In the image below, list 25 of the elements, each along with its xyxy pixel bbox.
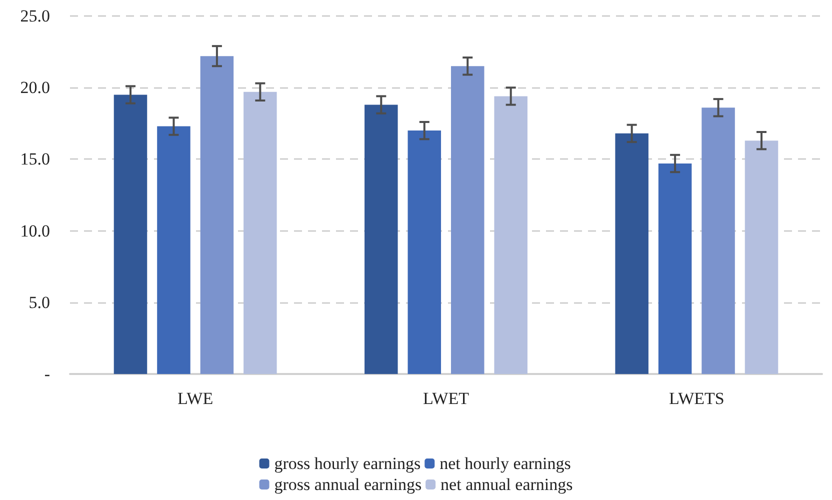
y-tick-label: 15.0 <box>20 150 50 169</box>
y-tick-label: 5.0 <box>28 292 50 312</box>
legend-label: net hourly earnings <box>440 454 571 473</box>
legend-label: net annual earnings <box>440 475 573 494</box>
y-tick-label: - <box>44 364 50 384</box>
bar <box>702 108 735 374</box>
x-tick-label: LWET <box>423 389 470 408</box>
y-tick-label: 20.0 <box>20 78 50 98</box>
bar <box>364 104 398 374</box>
bar <box>615 133 648 374</box>
y-tick-label: 10.0 <box>20 221 50 240</box>
bar <box>450 66 484 374</box>
x-tick-label: LWE <box>178 389 214 408</box>
x-tick-label: LWETS <box>668 389 724 408</box>
bar <box>114 94 148 374</box>
bar <box>744 140 778 374</box>
bar <box>408 130 442 374</box>
bar <box>200 56 234 374</box>
bar <box>494 96 528 374</box>
bar <box>658 163 692 374</box>
bar <box>244 92 277 374</box>
legend-label: gross hourly earnings <box>274 454 421 473</box>
y-tick-label: 25.0 <box>20 6 50 26</box>
bar <box>157 126 190 374</box>
legend-label: gross annual earnings <box>274 475 422 494</box>
